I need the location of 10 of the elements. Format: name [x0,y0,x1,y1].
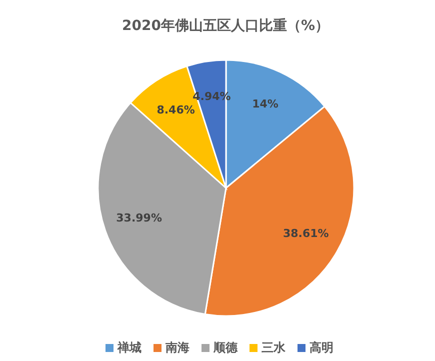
legend-label: 南海 [164,340,190,354]
data-label: 33.99% [116,212,162,225]
legend-label: 禅城 [116,340,142,354]
legend-label: 高明 [310,340,334,354]
chart-title: 2020年佛山五区人口比重（%） [122,18,329,34]
data-label: 38.61% [282,226,329,240]
data-label: 8.46% [156,104,195,117]
legend-label: 顺德 [212,340,238,354]
data-label: 14% [252,98,278,111]
legend-label: 三水 [262,340,286,354]
